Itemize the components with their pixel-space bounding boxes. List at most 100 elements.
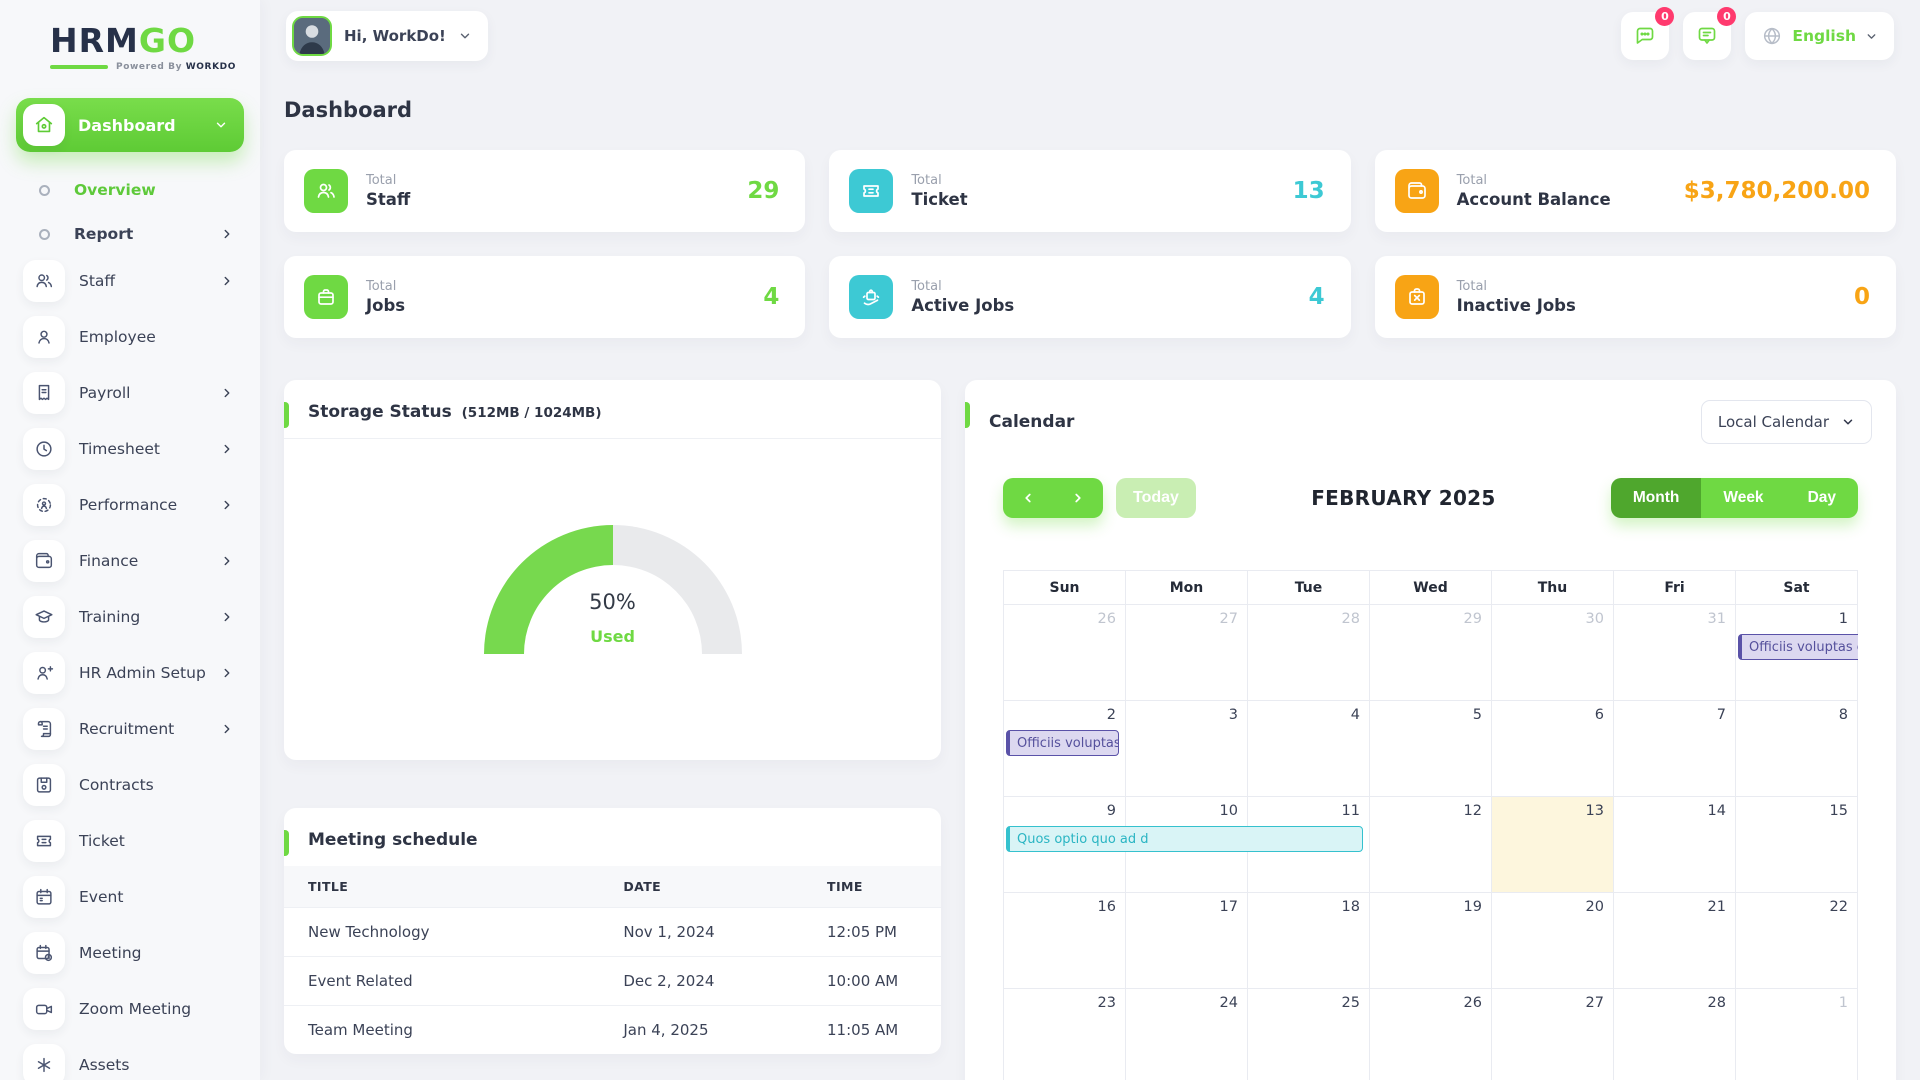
calendar-day-18[interactable]: 18 xyxy=(1248,893,1370,989)
calendar-day-20[interactable]: 20 xyxy=(1492,893,1614,989)
sidebar-item-overview[interactable]: Overview xyxy=(16,170,244,210)
chevron-right-icon xyxy=(224,388,230,398)
calendar-day-2[interactable]: 2 xyxy=(1004,701,1126,797)
day-number: 2 xyxy=(1106,707,1116,723)
stat-icon-box xyxy=(1394,275,1439,319)
sidebar-item-employee[interactable]: Employee xyxy=(16,314,244,360)
sidebar-item-staff[interactable]: Staff xyxy=(16,258,244,304)
stat-icon-box xyxy=(849,169,894,213)
sidebar-item-meeting[interactable]: Meeting xyxy=(16,930,244,976)
calendar-day-15[interactable]: 15 xyxy=(1736,797,1858,893)
briefcase-icon xyxy=(318,289,334,305)
sidebar-item-label: Timesheet xyxy=(79,440,160,458)
calendar-day-8[interactable]: 8 xyxy=(1736,701,1858,797)
calendar-view-week[interactable]: Week xyxy=(1701,478,1786,518)
meeting-title: New Technology xyxy=(284,907,600,957)
stat-label: Active Jobs xyxy=(911,296,1015,315)
calendar-day-5[interactable]: 5 xyxy=(1370,701,1492,797)
calendar-day-3[interactable]: 3 xyxy=(1126,701,1248,797)
calendar-today-button[interactable]: Today xyxy=(1116,478,1196,518)
calendar-day-17[interactable]: 17 xyxy=(1126,893,1248,989)
sidebar-item-label: Ticket xyxy=(79,832,125,850)
calendar-view-month[interactable]: Month xyxy=(1610,478,1702,518)
sidebar-item-training[interactable]: Training xyxy=(16,594,244,640)
storage-gauge: 50% Used xyxy=(483,525,742,654)
chevron-down-icon xyxy=(460,33,470,39)
sidebar-item-payroll[interactable]: Payroll xyxy=(16,370,244,416)
calendar-day-28[interactable]: 28 xyxy=(1248,605,1370,701)
calendar-event[interactable]: Quos optio quo ad d xyxy=(1006,826,1363,852)
calendar-day-12[interactable]: 12 xyxy=(1370,797,1492,893)
chevron-right-icon xyxy=(224,724,230,734)
calendar-next-button[interactable] xyxy=(1053,478,1103,518)
sidebar-item-hr-admin-setup[interactable]: HR Admin Setup xyxy=(16,650,244,696)
messages-button[interactable]: 0 xyxy=(1683,7,1737,60)
chevron-right-icon xyxy=(224,444,230,454)
sidebar-item-timesheet[interactable]: Timesheet xyxy=(16,426,244,472)
calendar-day-23[interactable]: 23 xyxy=(1004,989,1126,1080)
day-number: 10 xyxy=(1219,803,1238,819)
meeting-time: 10:00 AM xyxy=(803,956,941,1006)
stat-icon-box xyxy=(304,275,348,319)
wallet-icon xyxy=(1407,182,1426,199)
calendar-source-select[interactable]: Local Calendar xyxy=(1700,400,1872,444)
sidebar-item-report[interactable]: Report xyxy=(16,214,244,254)
calendar-day-14[interactable]: 14 xyxy=(1614,797,1736,893)
stats-grid: Total Staff 29 Total Ticket 13 Total Account Ba… xyxy=(284,150,1896,338)
chevron-right-icon xyxy=(224,556,230,566)
ring-icon xyxy=(39,228,50,240)
sidebar-item-label: Zoom Meeting xyxy=(79,1000,192,1018)
logo-text: HRMGO xyxy=(50,21,197,60)
calendar-prev-button[interactable] xyxy=(1003,478,1053,518)
calendar-event[interactable]: Officiis voluptas c xyxy=(1738,634,1858,660)
calendar-day-27[interactable]: 27 xyxy=(1126,605,1248,701)
sidebar-item-dashboard[interactable]: Dashboard xyxy=(16,98,244,152)
calendar-day-16[interactable]: 16 xyxy=(1004,893,1126,989)
calendar-day-30[interactable]: 30 xyxy=(1492,605,1614,701)
calendar-day-29[interactable]: 29 xyxy=(1370,605,1492,701)
sidebar-item-ticket[interactable]: Ticket xyxy=(16,818,244,864)
calendar-day-24[interactable]: 24 xyxy=(1126,989,1248,1080)
chevron-down-icon xyxy=(216,122,226,128)
day-number: 27 xyxy=(1585,995,1604,1011)
calendar-day-4[interactable]: 4 xyxy=(1248,701,1370,797)
calendar-day-21[interactable]: 21 xyxy=(1614,893,1736,989)
calendar-day-6[interactable]: 6 xyxy=(1492,701,1614,797)
calendar-day-27[interactable]: 27 xyxy=(1492,989,1614,1080)
user-menu-button[interactable]: Hi, WorkDo! xyxy=(286,11,488,61)
day-number: 17 xyxy=(1219,899,1238,915)
calendar-day-13[interactable]: 13 xyxy=(1492,797,1614,893)
sidebar-menu: Dashboard Overview Report Staff Employee Payr… xyxy=(16,98,244,1080)
sidebar-item-event[interactable]: Event xyxy=(16,874,244,920)
sidebar-item-assets[interactable]: Assets xyxy=(16,1042,244,1080)
calendar-day-26[interactable]: 26 xyxy=(1004,605,1126,701)
calendar-day-25[interactable]: 25 xyxy=(1248,989,1370,1080)
calendar-day-1[interactable]: 1 xyxy=(1736,989,1858,1080)
calendar-day-31[interactable]: 31 xyxy=(1614,605,1736,701)
day-number: 28 xyxy=(1707,995,1726,1011)
meeting-col-title: TITLE xyxy=(284,866,600,908)
calendar-day-11[interactable]: 11 xyxy=(1248,797,1370,893)
language-selector[interactable]: English xyxy=(1745,12,1894,60)
calendar-title: Calendar xyxy=(989,412,1075,432)
sidebar-item-contracts[interactable]: Contracts xyxy=(16,762,244,808)
sidebar-item-finance[interactable]: Finance xyxy=(16,538,244,584)
calendar-view-day[interactable]: Day xyxy=(1785,478,1858,518)
sidebar-item-zoom-meeting[interactable]: Zoom Meeting xyxy=(16,986,244,1032)
icon-box xyxy=(23,540,65,582)
calendar-day-26[interactable]: 26 xyxy=(1370,989,1492,1080)
page-title: Dashboard xyxy=(284,98,413,122)
calendar-day-28[interactable]: 28 xyxy=(1614,989,1736,1080)
calendar-event[interactable]: Officiis voluptas c xyxy=(1006,730,1119,756)
calendar-day-7[interactable]: 7 xyxy=(1614,701,1736,797)
chat-button[interactable]: 0 xyxy=(1621,7,1675,60)
sidebar-item-recruitment[interactable]: Recruitment xyxy=(16,706,244,752)
icon-box xyxy=(23,932,65,974)
message-icon xyxy=(1699,27,1716,44)
calendar-day-19[interactable]: 19 xyxy=(1370,893,1492,989)
sidebar-item-performance[interactable]: Performance xyxy=(16,482,244,528)
stat-label: Account Balance xyxy=(1456,190,1611,209)
calendar-day-22[interactable]: 22 xyxy=(1736,893,1858,989)
meeting-title: Team Meeting xyxy=(284,1005,600,1054)
gauge-percent: 50% xyxy=(589,590,636,614)
